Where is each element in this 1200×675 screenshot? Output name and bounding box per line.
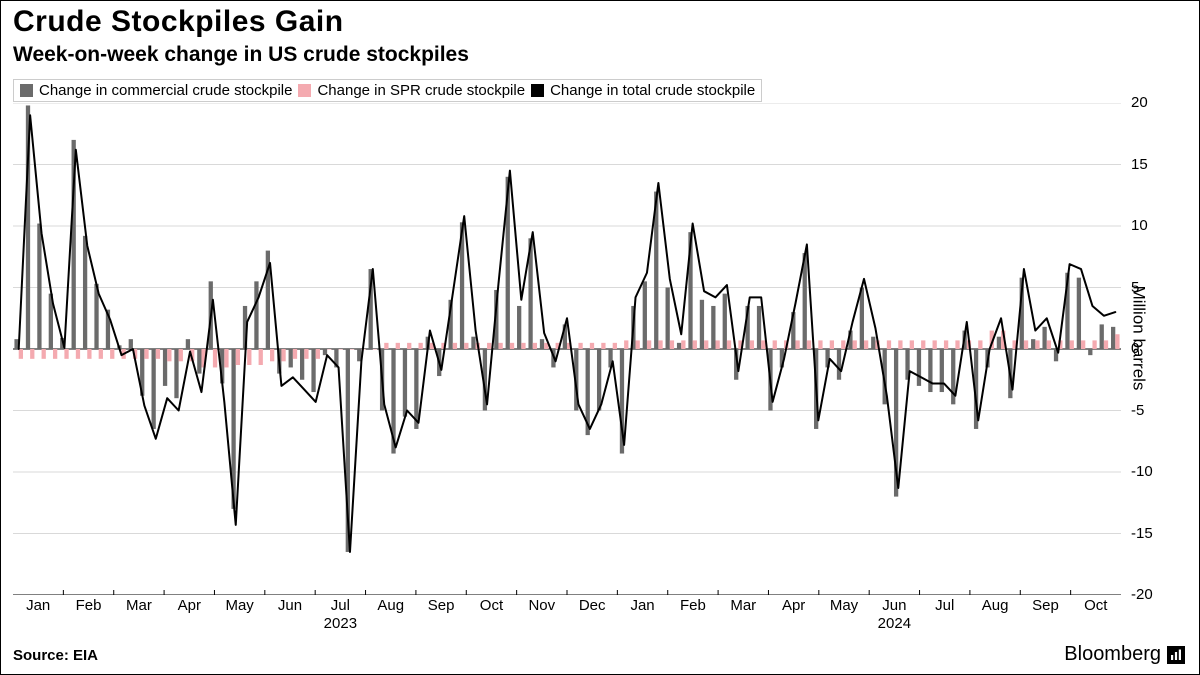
x-tick-label: Mar: [126, 597, 152, 614]
x-tick-label: Sep: [428, 597, 455, 614]
source-label: Source: EIA: [13, 647, 98, 664]
y-tick-label: 10: [1131, 217, 1148, 234]
x-tick-label: Nov: [528, 597, 555, 614]
y-tick-label: 5: [1131, 279, 1139, 296]
x-tick-label: Mar: [730, 597, 756, 614]
x-tick-label: Aug: [982, 597, 1009, 614]
x-tick-label: Dec: [579, 597, 606, 614]
brand: Bloomberg: [1064, 643, 1185, 666]
y-tick-label: 20: [1131, 94, 1148, 111]
brand-text: Bloomberg: [1064, 643, 1161, 666]
legend-swatch-commercial: [20, 84, 33, 97]
x-tick-label: Jul: [331, 597, 350, 614]
x-tick-label: Jan: [630, 597, 654, 614]
legend-label-spr: Change in SPR crude stockpile: [317, 82, 525, 99]
plot-svg: [13, 103, 1121, 595]
chart-title: Crude Stockpiles Gain: [13, 5, 344, 39]
brand-logo-icon: [1167, 646, 1185, 664]
x-tick-label: Jun: [882, 597, 906, 614]
y-tick-label: -20: [1131, 586, 1153, 603]
legend-swatch-total: [531, 84, 544, 97]
x-tick-label: May: [225, 597, 253, 614]
x-tick-label: Feb: [680, 597, 706, 614]
legend-label-commercial: Change in commercial crude stockpile: [39, 82, 292, 99]
x-tick-label: Oct: [480, 597, 503, 614]
legend: Change in commercial crude stockpile Cha…: [13, 79, 762, 102]
legend-label-total: Change in total crude stockpile: [550, 82, 755, 99]
y-tick-label: 15: [1131, 156, 1148, 173]
plot-area: [13, 103, 1121, 595]
y-tick-label: -15: [1131, 525, 1153, 542]
x-tick-label: Feb: [76, 597, 102, 614]
x-tick-label: Apr: [782, 597, 805, 614]
y-tick-label: 0: [1131, 340, 1139, 357]
y-tick-label: -5: [1131, 402, 1144, 419]
x-tick-label: Aug: [377, 597, 404, 614]
y-axis-title: Million barrels: [1129, 285, 1149, 390]
legend-swatch-spr: [298, 84, 311, 97]
x-tick-label: Sep: [1032, 597, 1059, 614]
chart-subtitle: Week-on-week change in US crude stockpil…: [13, 43, 469, 67]
x-tick-label: May: [830, 597, 858, 614]
x-year-label: 2024: [878, 615, 911, 632]
y-tick-label: -10: [1131, 463, 1153, 480]
x-tick-label: Jun: [278, 597, 302, 614]
x-year-label: 2023: [324, 615, 357, 632]
x-tick-label: Apr: [178, 597, 201, 614]
x-tick-label: Jan: [26, 597, 50, 614]
x-tick-label: Oct: [1084, 597, 1107, 614]
x-tick-label: Jul: [935, 597, 954, 614]
